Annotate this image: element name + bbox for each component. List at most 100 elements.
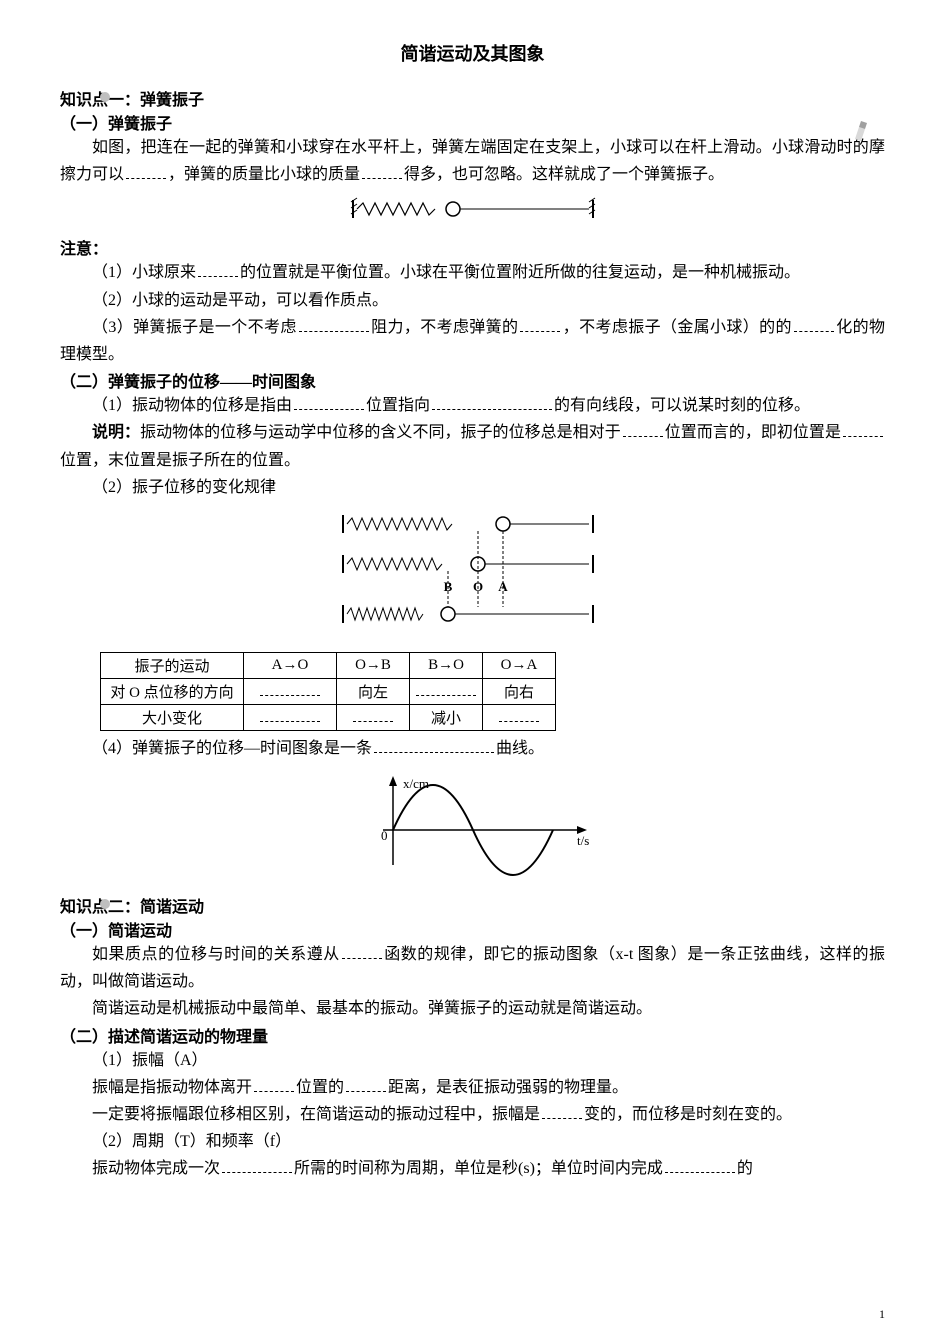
th: B→O	[410, 652, 483, 678]
spring-figure-single	[60, 196, 885, 227]
blank	[126, 162, 166, 179]
text: 变的，而位移是时刻在变的。	[584, 1106, 792, 1123]
note1: （1）小球原来 的位置就是平衡位置。小球在平衡位置附近所做的往复运动，是一种机械振…	[60, 259, 885, 286]
td	[483, 704, 556, 730]
kp2-p1: 如果质点的位移与时间的关系遵从函数的规律，即它的振动图象（x-t 图象）是一条正…	[60, 941, 885, 995]
blank	[843, 420, 883, 437]
disp2: （2）振子位移的变化规律	[60, 474, 885, 501]
blank	[294, 393, 364, 410]
td: 对 O 点位移的方向	[101, 678, 244, 704]
blank	[374, 736, 494, 753]
text: 所需的时间称为周期，单位是秒(s)；单位时间内完成	[294, 1160, 663, 1177]
text: 曲线。	[496, 740, 544, 757]
text: 位置，末位置是振子所在的位置。	[60, 452, 300, 469]
text: 距离，是表征振动强弱的物理量。	[388, 1079, 628, 1096]
blank	[416, 682, 476, 697]
td	[337, 704, 410, 730]
kp1-sub1: （一）弹簧振子	[60, 110, 885, 134]
period-line: 振动物体完成一次 所需的时间称为周期，单位是秒(s)；单位时间内完成 的	[60, 1155, 885, 1182]
blank	[623, 420, 663, 437]
amp-line1: 振幅是指振动物体离开 位置的 距离，是表征振动强弱的物理量。	[60, 1074, 885, 1101]
kp1-sub2: （二）弹簧振子的位移——时间图象	[60, 368, 885, 392]
spring-figure-triple: B O A	[60, 509, 885, 644]
blank	[432, 393, 552, 410]
td	[244, 704, 337, 730]
blank	[665, 1156, 735, 1173]
text: 位置指向	[366, 397, 430, 414]
note2: （2）小球的运动是平动，可以看作质点。	[60, 287, 885, 314]
text: 位置而言的，即初位置是	[665, 424, 841, 441]
text: 振动物体完成一次	[92, 1160, 220, 1177]
td: 向右	[483, 678, 556, 704]
pencil-icon	[851, 115, 875, 143]
label-A: A	[498, 579, 508, 594]
table-row: 对 O 点位移的方向 向左 向右	[101, 678, 556, 704]
text: ，弹簧的质量比小球的质量	[168, 166, 360, 183]
blank	[794, 315, 834, 332]
text: 振幅是指振动物体离开	[92, 1079, 252, 1096]
blank	[299, 315, 369, 332]
blank	[520, 315, 560, 332]
explain-bold: 说明：	[92, 424, 140, 441]
text: 的位置就是平衡位置。小球在平衡位置附近所做的往复运动，是一种机械振动。	[240, 264, 800, 281]
kp2-sub1: （一）简谐运动	[60, 917, 885, 941]
th: 振子的运动	[101, 652, 244, 678]
text: 位置的	[296, 1079, 344, 1096]
td	[410, 678, 483, 704]
x-axis-label: t/s	[577, 833, 589, 848]
text: 得多，也可忽略。这样就成了一个弹簧振子。	[404, 166, 724, 183]
text: 的有向线段，可以说某时刻的位移。	[554, 397, 810, 414]
th: A→O	[244, 652, 337, 678]
oscillation-table: 振子的运动 A→O O→B B→O O→A 对 O 点位移的方向 向左 向右 大…	[100, 652, 556, 731]
text: 的	[737, 1160, 753, 1177]
td: 大小变化	[101, 704, 244, 730]
blank	[222, 1156, 292, 1173]
blank	[254, 1075, 294, 1092]
kp2-sub2: （二）描述简谐运动的物理量	[60, 1023, 885, 1047]
text: （1）小球原来	[92, 264, 196, 281]
table-row: 大小变化 减小	[101, 704, 556, 730]
table-row: 振子的运动 A→O O→B B→O O→A	[101, 652, 556, 678]
page-title: 简谐运动及其图象	[60, 40, 885, 66]
text: ，不考虑振子（金属小球）的的	[562, 319, 791, 336]
blank	[362, 162, 402, 179]
label-B: B	[443, 579, 452, 594]
amp-line2: 一定要将振幅跟位移相区别，在简谐运动的振动过程中，振幅是 变的，而位移是时刻在变的…	[60, 1101, 885, 1128]
amp-head: （1）振幅（A）	[60, 1047, 885, 1074]
text: 阻力，不考虑弹簧的	[371, 319, 519, 336]
text: 一定要将振幅跟位移相区别，在简谐运动的振动过程中，振幅是	[92, 1106, 540, 1123]
blank	[260, 708, 320, 723]
label-O: O	[472, 579, 482, 594]
kp1-para1: 如图，把连在一起的弹簧和小球穿在水平杆上，弹簧左端固定在支架上，小球可以在杆上滑…	[60, 134, 885, 188]
note3: （3）弹簧振子是一个不考虑阻力，不考虑弹簧的，不考虑振子（金属小球）的的化的物理…	[60, 314, 885, 368]
blank	[353, 708, 393, 723]
text: （4）弹簧振子的位移—时间图象是一条	[92, 740, 372, 757]
kp1-heading: 知识点一：弹簧振子	[60, 86, 885, 110]
kp2-heading: 知识点二：简谐运动	[60, 893, 885, 917]
td: 向左	[337, 678, 410, 704]
blank	[342, 942, 382, 959]
period-head: （2）周期（T）和频率（f）	[60, 1128, 885, 1155]
td	[244, 678, 337, 704]
page-number: 1	[879, 1307, 885, 1322]
text: （1）振动物体的位移是指由	[92, 397, 292, 414]
th: O→A	[483, 652, 556, 678]
bullet-icon	[100, 92, 110, 102]
th: O→B	[337, 652, 410, 678]
text: （3）弹簧振子是一个不考虑	[92, 319, 297, 336]
blank	[198, 260, 238, 277]
blank	[499, 708, 539, 723]
note-heading: 注意：	[60, 235, 885, 259]
blank	[542, 1102, 582, 1119]
origin-label: 0	[381, 828, 388, 843]
disp4: （4）弹簧振子的位移—时间图象是一条 曲线。	[60, 735, 885, 762]
sine-figure: x/cm t/s 0	[60, 770, 885, 885]
disp1: （1）振动物体的位移是指由 位置指向 的有向线段，可以说某时刻的位移。	[60, 392, 885, 419]
explain: 说明：振动物体的位移与运动学中位移的含义不同，振子的位移总是相对于 位置而言的，即…	[60, 419, 885, 473]
blank	[346, 1075, 386, 1092]
bullet-icon	[100, 899, 110, 909]
kp2-p2: 简谐运动是机械振动中最简单、最基本的振动。弹簧振子的运动就是简谐运动。	[60, 995, 885, 1022]
text: 振动物体的位移与运动学中位移的含义不同，振子的位移总是相对于	[140, 424, 621, 441]
y-axis-label: x/cm	[403, 776, 429, 791]
blank	[260, 682, 320, 697]
